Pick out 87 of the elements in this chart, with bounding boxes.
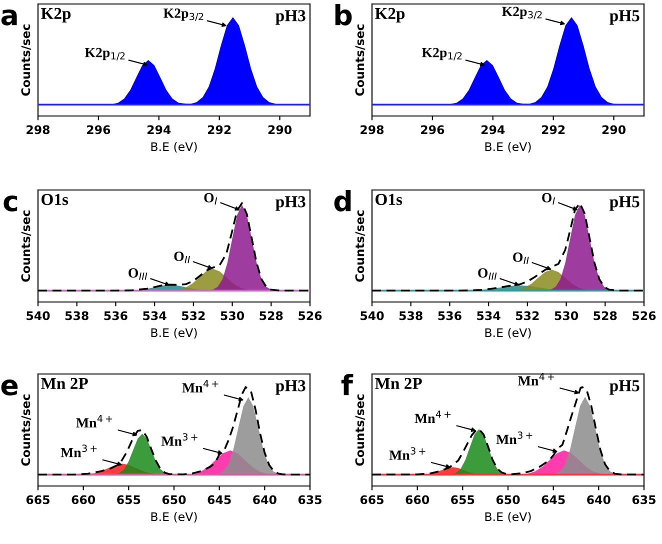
text: b <box>335 4 352 26</box>
x-tick-label: 640 <box>253 495 276 504</box>
x-tick-label: 530 <box>220 311 244 320</box>
annotation: O$_{III}$ <box>478 268 497 280</box>
x-tick-label: 292 <box>208 125 231 134</box>
annotation: Mn$^{4+}$ <box>76 414 112 428</box>
x-tick-label: 635 <box>298 495 322 504</box>
annotation: Mn$^{4+}$ <box>414 410 451 424</box>
text: d <box>334 190 351 212</box>
x-tick-label: 298 <box>26 125 50 134</box>
text: f <box>341 374 354 396</box>
y-axis-title: Counts/sec <box>21 394 32 466</box>
x-tick-label: 530 <box>554 311 578 320</box>
x-axis-title: B.E (eV) <box>485 512 531 523</box>
chart-title: K2p <box>41 8 71 22</box>
x-tick-label: 296 <box>87 125 110 134</box>
annotation: Mn$^{3+}$ <box>161 433 198 446</box>
x-tick-label: 540 <box>26 311 50 320</box>
x-tick-label: 298 <box>360 125 384 134</box>
x-tick-label: 538 <box>65 311 88 320</box>
annotation: Mn$^{3+}$ <box>60 444 97 458</box>
x-tick-label: 536 <box>104 311 128 320</box>
annotation: K2p$_{3/2}$ <box>164 8 204 21</box>
x-tick-label: 294 <box>148 125 171 134</box>
annotation: pH3 <box>276 196 306 211</box>
x-tick-label: 538 <box>399 311 422 320</box>
x-tick-label: 660 <box>406 495 430 504</box>
x-tick-label: 528 <box>594 311 617 320</box>
x-tick-label: 655 <box>451 495 474 504</box>
x-tick-label: 665 <box>360 495 384 504</box>
x-tick-label: 290 <box>268 125 292 134</box>
x-axis-title: B.E (eV) <box>151 512 197 523</box>
chart-title: K2p <box>375 8 405 22</box>
x-tick-label: 650 <box>496 495 520 504</box>
chart-title: Mn 2P <box>375 378 422 389</box>
y-axis-title: Counts/sec <box>21 210 32 282</box>
x-tick-label: 645 <box>542 495 565 504</box>
x-axis-title: B.E (eV) <box>151 328 197 339</box>
annotation: pH5 <box>610 196 640 211</box>
chart-title: O1s <box>376 194 402 206</box>
annotation: Mn$^{3+}$ <box>389 447 426 460</box>
annotation: Mn$^{4+}$ <box>182 380 218 392</box>
annotation: O$_{I}$ <box>204 193 218 205</box>
annotation: K2p$_{3/2}$ <box>502 6 542 20</box>
x-tick-label: 528 <box>260 311 283 320</box>
x-axis-title: B.E (eV) <box>151 142 197 153</box>
x-tick-label: 296 <box>421 125 444 134</box>
annotation: K2p$_{1/2}$ <box>84 48 125 60</box>
x-tick-label: 292 <box>542 125 565 134</box>
x-axis-title: B.E (eV) <box>485 328 531 339</box>
annotation: pH5 <box>610 10 640 25</box>
text: c <box>4 196 18 212</box>
text: e <box>1 380 18 396</box>
x-axis-title: B.E (eV) <box>485 142 531 153</box>
annotation: O$_{II}$ <box>513 252 529 264</box>
annotation: O$_{III}$ <box>128 268 148 280</box>
annotation: pH3 <box>276 380 306 395</box>
x-tick-label: 640 <box>587 495 610 504</box>
x-tick-label: 290 <box>602 125 626 134</box>
x-tick-label: 526 <box>632 311 656 320</box>
x-tick-label: 655 <box>117 495 140 504</box>
y-axis-title: Counts/sec <box>355 24 366 96</box>
x-tick-label: 665 <box>26 495 50 504</box>
annotation: O$_{I}$ <box>542 193 555 205</box>
x-tick-label: 532 <box>182 311 205 320</box>
text: a <box>1 10 17 26</box>
chart-title: O1s <box>42 194 68 206</box>
y-axis-title: Counts/sec <box>21 24 32 96</box>
x-tick-label: 526 <box>298 311 322 320</box>
x-tick-label: 534 <box>477 311 500 320</box>
x-tick-label: 536 <box>438 311 462 320</box>
chart-title: Mn 2P <box>41 378 88 389</box>
annotation: pH3 <box>276 10 306 25</box>
x-tick-label: 532 <box>516 311 539 320</box>
annotation: Mn$^{3+}$ <box>496 431 532 444</box>
x-tick-label: 645 <box>208 495 231 504</box>
x-tick-label: 534 <box>143 311 166 320</box>
annotation: O$_{II}$ <box>174 252 190 264</box>
x-tick-label: 660 <box>72 495 96 504</box>
x-tick-label: 650 <box>162 495 186 504</box>
y-axis-title: Counts/sec <box>355 394 366 466</box>
x-tick-label: 294 <box>482 125 505 134</box>
y-axis-title: Counts/sec <box>355 210 366 282</box>
annotation: K2p$_{1/2}$ <box>422 48 462 60</box>
x-tick-label: 635 <box>632 495 656 504</box>
annotation: pH5 <box>610 380 640 395</box>
x-tick-label: 540 <box>360 311 384 320</box>
